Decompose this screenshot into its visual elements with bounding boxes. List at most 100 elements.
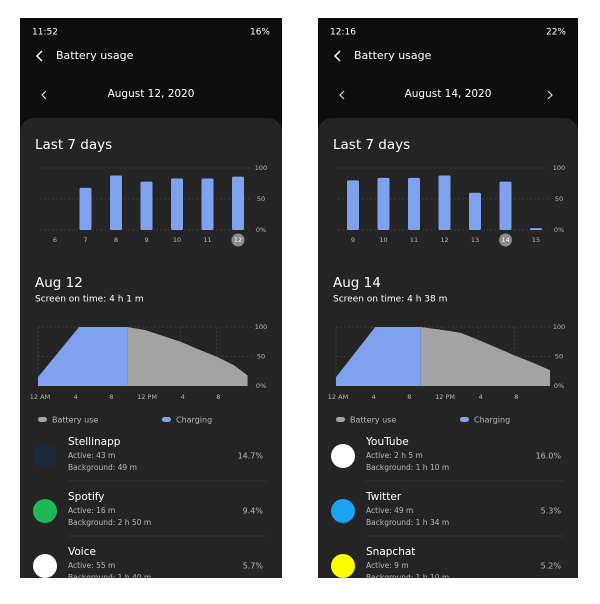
x-tick-label: 4: [479, 393, 483, 401]
app-name: Spotify: [68, 491, 105, 503]
bar[interactable]: [79, 187, 92, 230]
app-background: Background: 2 h 50 m: [68, 518, 151, 527]
bar[interactable]: [140, 181, 153, 230]
y-tick-label: 0%: [256, 382, 266, 390]
app-name: Voice: [68, 546, 96, 558]
x-tick-label[interactable]: 15: [532, 236, 540, 244]
legend-swatch: [336, 417, 345, 422]
selected-day-marker: [499, 233, 512, 247]
bar[interactable]: [438, 175, 451, 230]
x-tick-label: 12 AM: [30, 393, 50, 401]
status-battery: 22%: [546, 28, 566, 38]
bar[interactable]: [171, 178, 183, 230]
bar[interactable]: [232, 176, 244, 230]
legend-label: Charging: [474, 416, 510, 425]
next-date-button[interactable]: [547, 90, 553, 100]
area: [336, 327, 421, 386]
prev-date-button[interactable]: [339, 90, 345, 100]
day-heading: Aug 12: [35, 275, 83, 291]
y-tick-label: 50: [257, 353, 265, 361]
app-percent: 5.3%: [541, 507, 562, 516]
back-button[interactable]: [333, 50, 341, 62]
bar[interactable]: [408, 177, 420, 230]
area: [420, 327, 550, 386]
y-tick-label: 50: [257, 195, 265, 203]
app-background: Background: 1 h 34 m: [366, 518, 449, 527]
bar[interactable]: [499, 181, 512, 230]
x-tick-label[interactable]: 13: [471, 236, 479, 244]
app-name: Twitter: [365, 491, 402, 503]
x-tick-label[interactable]: 12: [440, 236, 448, 244]
legend-swatch: [162, 417, 171, 422]
screen-on-time: Screen on time: 4 h 38 m: [333, 295, 447, 305]
x-tick-label: 8: [216, 393, 220, 401]
day-heading: Aug 14: [333, 275, 381, 291]
bar[interactable]: [201, 178, 214, 230]
app-active: Active: 9 m: [366, 561, 409, 570]
app-icon: [33, 499, 57, 523]
bar[interactable]: [530, 228, 542, 230]
x-tick-label[interactable]: 7: [83, 236, 87, 244]
back-button[interactable]: [35, 50, 43, 62]
y-tick-label: 100: [255, 164, 267, 172]
y-tick-label: 0%: [554, 382, 564, 390]
bar[interactable]: [110, 175, 122, 230]
x-tick-label: 12 PM: [137, 393, 157, 401]
y-tick-label: 50: [555, 353, 563, 361]
app-active: Active: 2 h 5 m: [366, 451, 423, 460]
legend-swatch: [38, 417, 47, 422]
x-tick-label[interactable]: 12: [234, 236, 242, 244]
app-name: Snapchat: [366, 546, 415, 558]
x-tick-label[interactable]: 9: [144, 236, 148, 244]
x-tick-label: 12 PM: [435, 393, 455, 401]
legend-label: Battery use: [52, 416, 98, 425]
app-name: YouTube: [365, 436, 409, 448]
date-label: August 12, 2020: [108, 88, 195, 100]
x-tick-label[interactable]: 6: [53, 236, 57, 244]
status-battery: 16%: [250, 28, 270, 38]
page-title: Battery usage: [56, 49, 134, 62]
status-time: 12:16: [330, 28, 356, 38]
bar[interactable]: [347, 180, 359, 230]
app-row[interactable]: [318, 487, 578, 539]
app-active: Active: 55 m: [68, 561, 115, 570]
x-tick-label[interactable]: 14: [501, 236, 509, 244]
app-percent: 9.4%: [243, 507, 264, 516]
app-active: Active: 49 m: [366, 506, 413, 515]
bar[interactable]: [469, 192, 481, 230]
x-tick-label[interactable]: 11: [203, 236, 211, 244]
page-title: Battery usage: [354, 49, 432, 62]
app-percent: 16.0%: [536, 452, 562, 461]
x-tick-label: 8: [109, 393, 113, 401]
y-tick-label: 50: [555, 195, 563, 203]
x-tick-label: 8: [407, 393, 411, 401]
app-background: Background: 1 h 10 m: [366, 463, 449, 472]
app-percent: 5.7%: [243, 562, 264, 571]
app-name: Stellinapp: [68, 436, 121, 448]
y-tick-label: 100: [553, 164, 565, 172]
x-tick-label: 4: [372, 393, 376, 401]
app-background: Background: 1 h 40 m: [68, 573, 151, 582]
x-tick-label[interactable]: 9: [351, 236, 355, 244]
x-tick-label[interactable]: 11: [410, 236, 418, 244]
app-active: Active: 43 m: [68, 451, 115, 460]
x-tick-label[interactable]: 10: [173, 236, 181, 244]
week-chart-title: Last 7 days: [35, 137, 112, 153]
x-tick-label: 4: [181, 393, 185, 401]
area: [127, 327, 248, 386]
app-icon: [331, 444, 355, 468]
legend-label: Battery use: [350, 416, 396, 425]
x-tick-label[interactable]: 10: [379, 236, 387, 244]
app-icon: [331, 499, 355, 523]
app-row[interactable]: [318, 542, 578, 594]
y-tick-label: 0%: [554, 226, 564, 234]
selected-day-marker: [231, 233, 245, 247]
prev-date-button[interactable]: [41, 90, 47, 100]
bar[interactable]: [377, 177, 390, 230]
x-tick-label[interactable]: 8: [114, 236, 118, 244]
app-background: Background: 1 h 10 m: [366, 573, 449, 582]
y-tick-label: 0%: [256, 226, 266, 234]
x-tick-label: 4: [74, 393, 78, 401]
x-tick-label: 12 AM: [328, 393, 348, 401]
